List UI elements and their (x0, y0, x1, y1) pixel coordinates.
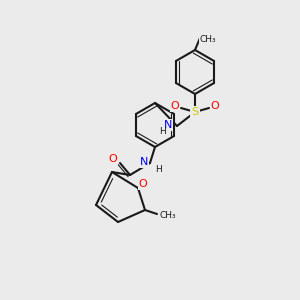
Text: CH₃: CH₃ (200, 35, 217, 44)
Text: O: O (109, 154, 117, 164)
Text: O: O (171, 101, 179, 111)
Text: H: H (160, 127, 167, 136)
Text: O: O (139, 179, 147, 189)
Text: O: O (211, 101, 219, 111)
Text: CH₃: CH₃ (159, 211, 175, 220)
Text: N: N (140, 157, 148, 167)
Text: N: N (164, 120, 172, 130)
Text: S: S (191, 107, 199, 117)
Text: H: H (156, 164, 162, 173)
